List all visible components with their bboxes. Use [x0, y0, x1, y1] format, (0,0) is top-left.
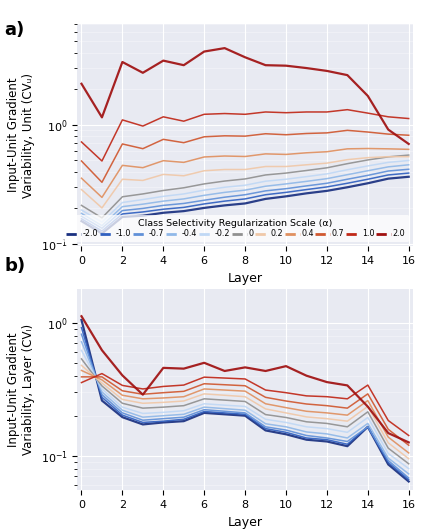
Text: b): b) [4, 257, 25, 275]
Y-axis label: Input-Unit Gradient
Variability, Unit (CVᵤ): Input-Unit Gradient Variability, Unit (C… [7, 73, 35, 198]
X-axis label: Layer: Layer [227, 272, 263, 285]
Legend: -2.0, -1.0, -0.7, -0.4, -0.2, 0, 0.2, 0.4, 0.7, 1.0, 2.0: -2.0, -1.0, -0.7, -0.4, -0.2, 0, 0.2, 0.… [62, 215, 409, 242]
Y-axis label: Input-Unit Gradient
Variability, Layer (CVₗ): Input-Unit Gradient Variability, Layer (… [7, 324, 35, 455]
Text: a): a) [4, 21, 25, 39]
X-axis label: Layer: Layer [227, 516, 263, 528]
